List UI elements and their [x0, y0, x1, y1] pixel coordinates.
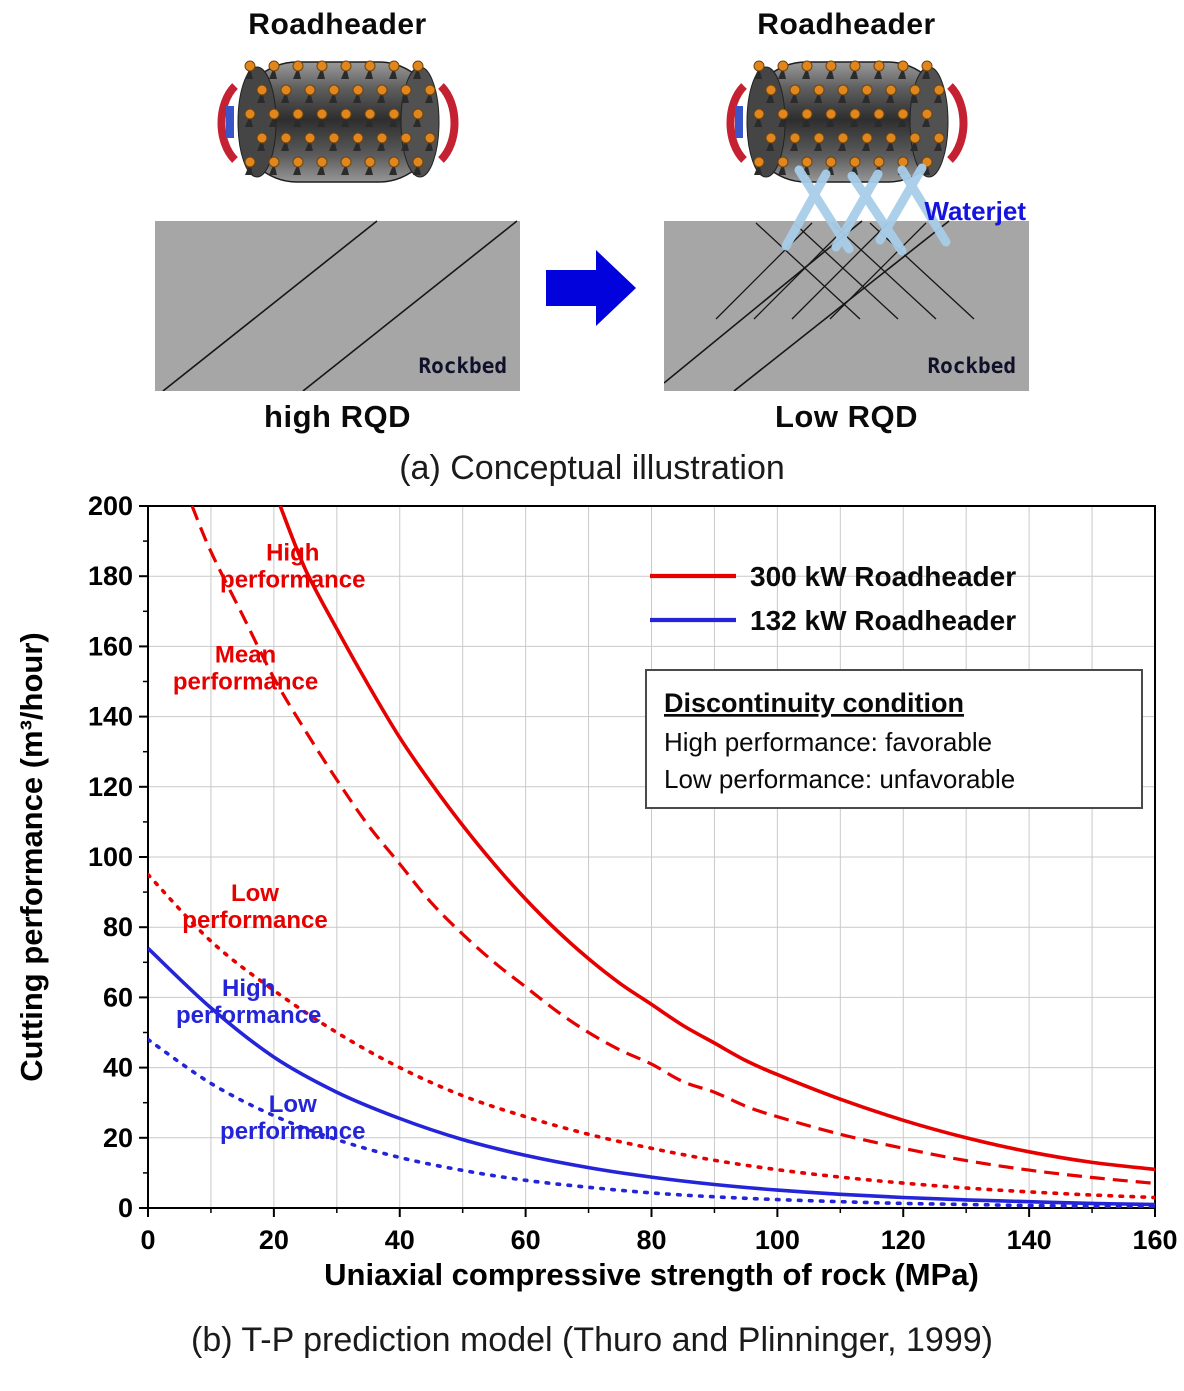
high-rqd-panel: Roadheader: [155, 8, 520, 435]
svg-text:160: 160: [88, 631, 133, 661]
svg-text:160: 160: [1132, 1225, 1177, 1255]
rockbed-label: Rockbed: [927, 354, 1016, 378]
svg-text:High performance: favorable: High performance: favorable: [664, 727, 992, 757]
y-axis-title: Cutting performance (m³/hour): [14, 632, 49, 1082]
low-rqd-figure: Rockbed Waterjet: [664, 60, 1029, 391]
fracture-lattice: [715, 222, 975, 320]
tp-prediction-chart: 0 20 40 60 80 100 120 140 160 0 20 40 60 80 100 120 140 1…: [0, 491, 1184, 1317]
rockbed-label: Rockbed: [418, 354, 507, 378]
low-rqd-caption: Low RQD: [775, 399, 918, 434]
svg-text:120: 120: [88, 772, 133, 802]
high-rqd-figure: Rockbed: [155, 60, 520, 391]
roadheader-title-left: Roadheader: [248, 8, 427, 41]
svg-text:100: 100: [88, 842, 133, 872]
cutter-picks: [753, 60, 945, 175]
caption-a: (a) Conceptual illustration: [399, 449, 785, 487]
svg-text:300 kW Roadheader: 300 kW Roadheader: [750, 561, 1016, 592]
chart-canvas: 0 20 40 60 80 100 120 140 160 0 20 40 60 80 100 120 140 1…: [14, 491, 1178, 1292]
svg-text:200: 200: [88, 492, 133, 521]
curve-labels: High performance Mean performance Low perform…: [173, 540, 366, 1145]
transition-arrow: [546, 246, 638, 335]
svg-text:140: 140: [88, 702, 133, 732]
roadheader-title-right: Roadheader: [757, 8, 936, 41]
waterjet-label: Waterjet: [924, 196, 1026, 226]
svg-text:120: 120: [881, 1225, 926, 1255]
svg-text:0: 0: [140, 1225, 155, 1255]
series-curves: [148, 506, 1155, 1208]
rockbed-image: Rockbed: [155, 220, 520, 391]
svg-text:60: 60: [103, 982, 133, 1012]
svg-text:100: 100: [755, 1225, 800, 1255]
svg-text:20: 20: [259, 1225, 289, 1255]
svg-text:140: 140: [1007, 1225, 1052, 1255]
svg-text:0: 0: [118, 1193, 133, 1223]
high-rqd-caption: high RQD: [264, 399, 411, 434]
legend: 300 kW Roadheader 132 kW Roadheader: [650, 561, 1016, 636]
roadheader-drum-image: [217, 60, 459, 183]
cutter-picks: [244, 60, 436, 175]
svg-text:Low performance: unfavorable: Low performance: unfavorable: [664, 764, 1015, 794]
low-rqd-panel: Roadheader: [664, 8, 1029, 435]
svg-text:80: 80: [636, 1225, 666, 1255]
svg-text:132 kW Roadheader: 132 kW Roadheader: [750, 605, 1016, 636]
waterjet-spray-icon: [781, 163, 951, 256]
caption-b: (b) T-P prediction model (Thuro and Plin…: [191, 1321, 993, 1359]
svg-text:60: 60: [511, 1225, 541, 1255]
conceptual-illustration: Roadheader: [0, 0, 1184, 435]
axis-ticks: 0 20 40 60 80 100 120 140 160 0 20 40 60 80 100 120 140 1…: [88, 491, 1178, 1255]
svg-text:Discontinuity condition: Discontinuity condition: [664, 688, 964, 718]
roadheader-drum-image: [726, 60, 968, 183]
discontinuity-note-box: Discontinuity condition High performance:…: [645, 669, 1143, 809]
right-arrow-icon: [546, 250, 636, 326]
svg-text:180: 180: [88, 561, 133, 591]
svg-text:80: 80: [103, 912, 133, 942]
svg-text:20: 20: [103, 1123, 133, 1153]
x-axis-title: Uniaxial compressive strength of rock (M…: [324, 1257, 979, 1292]
svg-text:40: 40: [103, 1053, 133, 1083]
svg-text:40: 40: [385, 1225, 415, 1255]
